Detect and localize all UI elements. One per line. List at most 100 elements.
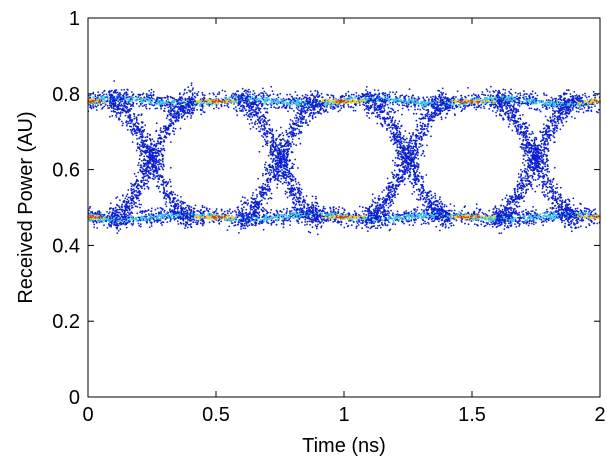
eye-sample-point <box>514 220 517 223</box>
eye-sample-point <box>141 210 144 212</box>
eye-sample-point <box>464 106 466 109</box>
eye-sample-point <box>464 104 467 106</box>
eye-sample-point <box>462 103 465 106</box>
eye-sample-point <box>545 99 548 102</box>
eye-sample-point <box>552 101 555 103</box>
eye-sample-point <box>475 207 478 210</box>
eye-sample-point <box>328 213 330 215</box>
eye-sample-point <box>549 207 552 209</box>
eye-sample-point <box>341 207 344 210</box>
eye-sample-point <box>575 106 578 109</box>
eye-sample-point <box>475 203 478 206</box>
eye-sample-point <box>294 91 297 93</box>
eye-sample-point <box>511 94 514 97</box>
eye-sample-point <box>517 104 519 106</box>
eye-sample-point <box>354 109 357 112</box>
eye-sample-point <box>339 109 341 112</box>
eye-sample-point <box>533 217 536 220</box>
eye-sample-point <box>473 106 476 109</box>
eye-sample-point <box>121 100 124 102</box>
eye-sample-point <box>407 99 410 102</box>
eye-sample-point <box>93 223 96 226</box>
eye-sample-point <box>365 225 368 228</box>
eye-sample-point <box>261 216 264 219</box>
eye-sample-point <box>105 93 108 96</box>
eye-sample-point <box>421 215 423 218</box>
eye-sample-point <box>470 104 473 107</box>
eye-sample-point <box>392 212 394 215</box>
eye-sample-point <box>391 101 394 104</box>
eye-sample-point <box>582 102 585 105</box>
eye-sample-point <box>282 98 285 101</box>
eye-sample-point <box>545 106 548 109</box>
eye-sample-point <box>333 220 336 223</box>
eye-sample-point <box>141 218 144 221</box>
eye-sample-point <box>387 99 390 102</box>
eye-sample-point <box>378 224 381 227</box>
eye-sample-point <box>596 222 599 225</box>
eye-sample-point <box>298 104 300 107</box>
eye-sample-point <box>488 108 491 110</box>
eye-sample-point <box>89 94 92 96</box>
eye-sample-point <box>525 208 527 211</box>
eye-sample-point <box>472 212 475 215</box>
eye-sample-point <box>535 218 538 221</box>
eye-sample-point <box>265 97 268 99</box>
eye-sample-point <box>266 107 269 110</box>
eye-sample-point <box>482 93 485 96</box>
eye-sample-point <box>584 92 586 95</box>
eye-sample-point <box>201 220 204 223</box>
eye-sample-point <box>148 226 151 229</box>
eye-sample-point <box>296 216 298 219</box>
eye-sample-point <box>529 214 532 217</box>
eye-sample-point <box>267 95 270 98</box>
eye-sample-point <box>272 93 275 96</box>
eye-sample-point <box>518 105 521 107</box>
eye-sample-point <box>510 224 513 227</box>
eye-sample-point <box>160 107 163 110</box>
eye-sample-point <box>519 217 521 220</box>
eye-sample-point <box>412 112 415 115</box>
eye-sample-point <box>343 226 346 229</box>
eye-sample-point <box>549 216 551 218</box>
eye-sample-point <box>559 94 562 97</box>
eye-sample-point <box>325 213 328 216</box>
eye-traces <box>87 80 601 236</box>
eye-sample-point <box>265 209 267 212</box>
eye-sample-point <box>423 204 426 207</box>
eye-sample-point <box>388 93 390 96</box>
eye-sample-point <box>538 109 541 111</box>
eye-sample-point <box>227 106 230 109</box>
eye-sample-point <box>587 103 590 106</box>
eye-sample-point <box>528 94 531 97</box>
eye-sample-point <box>487 222 489 224</box>
eye-sample-point <box>125 226 128 229</box>
eye-sample-point <box>350 224 353 227</box>
eye-sample-point <box>95 221 98 224</box>
eye-sample-point <box>207 210 210 213</box>
eye-sample-point <box>475 106 478 108</box>
eye-sample-point <box>164 218 167 221</box>
eye-sample-point <box>281 216 283 219</box>
eye-sample-point <box>304 218 307 221</box>
eye-sample-point <box>201 204 204 207</box>
eye-sample-point <box>412 218 415 221</box>
eye-sample-point <box>532 221 535 224</box>
eye-sample-point <box>427 221 429 224</box>
eye-sample-point <box>184 99 187 102</box>
eye-sample-point <box>201 104 204 106</box>
eye-sample-point <box>207 104 210 107</box>
eye-sample-point <box>213 93 215 96</box>
eye-sample-point <box>481 219 483 222</box>
eye-sample-point <box>297 105 300 108</box>
eye-sample-point <box>340 104 342 107</box>
eye-sample-point <box>591 210 593 213</box>
eye-sample-point <box>531 102 534 105</box>
eye-sample-point <box>497 92 500 94</box>
eye-sample-point <box>478 96 481 98</box>
eye-sample-point <box>196 210 199 212</box>
eye-sample-point <box>218 222 221 225</box>
eye-sample-point <box>482 105 485 108</box>
eye-sample-point <box>203 210 206 213</box>
eye-sample-point <box>394 93 397 96</box>
